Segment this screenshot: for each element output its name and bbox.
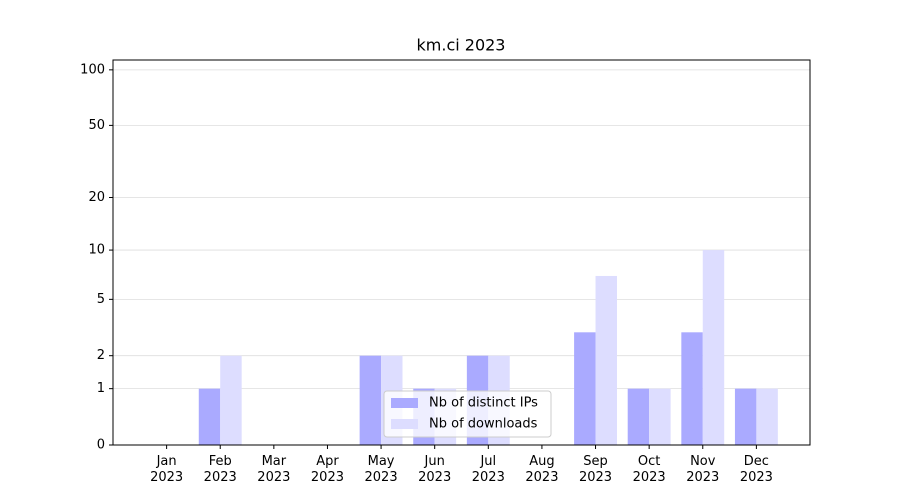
x-tick-label: Apr 2023 <box>311 454 344 485</box>
bar <box>198 388 221 445</box>
y-tick-label: 1 <box>97 381 105 396</box>
bar <box>220 355 242 445</box>
bar <box>595 275 617 445</box>
y-tick-label: 50 <box>88 118 105 133</box>
legend-swatch <box>391 419 418 429</box>
legend-box <box>383 390 552 438</box>
x-tick-label: Nov 2023 <box>686 454 719 485</box>
x-tick-label: Dec 2023 <box>740 454 773 485</box>
x-tick-label: Aug 2023 <box>525 454 558 485</box>
legend-swatch <box>391 398 418 408</box>
y-tick-label: 2 <box>97 348 105 363</box>
y-tick-label: 10 <box>88 243 105 258</box>
chart-title: km.ci 2023 <box>417 36 506 55</box>
legend-label: Nb of distinct IPs <box>429 396 538 411</box>
y-tick-label: 5 <box>97 292 105 307</box>
x-tick-label: Sep 2023 <box>579 454 612 485</box>
x-tick-label: Jun 2023 <box>418 454 451 485</box>
x-tick-label: Jan 2023 <box>150 454 183 485</box>
y-tick-label: 0 <box>97 438 105 453</box>
bar <box>359 355 382 445</box>
bar <box>756 388 778 445</box>
bar <box>649 388 671 445</box>
x-tick-label: Oct 2023 <box>633 454 666 485</box>
legend-label: Nb of downloads <box>429 417 538 432</box>
x-tick-label: Feb 2023 <box>204 454 237 485</box>
bar <box>681 332 703 445</box>
plot-frame <box>112 59 811 446</box>
bar <box>702 250 725 445</box>
bar <box>734 388 757 445</box>
y-tick-label: 100 <box>80 62 105 77</box>
bar <box>627 388 650 445</box>
bar <box>574 332 596 445</box>
x-tick-label: May 2023 <box>365 454 398 485</box>
y-tick-label: 20 <box>88 190 105 205</box>
legend: Nb of distinct IPs Nb of downloads <box>383 390 552 438</box>
x-tick-label: Jul 2023 <box>472 454 505 485</box>
x-tick-label: Mar 2023 <box>257 454 290 485</box>
